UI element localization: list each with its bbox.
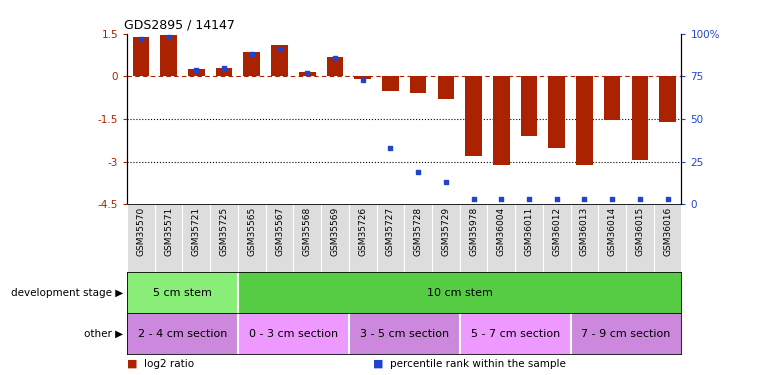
Point [162,34,175,40]
Bar [460,313,571,354]
Point [661,196,674,202]
Bar [493,76,510,165]
Bar [160,35,177,76]
Text: log2 ratio: log2 ratio [144,359,194,369]
Text: 2 - 4 cm section: 2 - 4 cm section [138,329,227,339]
Text: GSM35567: GSM35567 [275,206,284,256]
Text: GSM35568: GSM35568 [303,206,312,256]
Bar [349,313,460,354]
Text: GSM36014: GSM36014 [608,206,617,255]
Text: ■: ■ [373,359,384,369]
Bar [216,68,233,76]
Text: GSM35565: GSM35565 [247,206,256,256]
Bar [271,45,288,76]
Bar [326,57,343,76]
Point [329,55,341,61]
Text: percentile rank within the sample: percentile rank within the sample [390,359,566,369]
Text: GSM36004: GSM36004 [497,206,506,255]
Text: GSM35725: GSM35725 [219,206,229,255]
Text: development stage ▶: development stage ▶ [11,288,123,297]
Point [412,169,424,175]
Text: GSM35978: GSM35978 [469,206,478,256]
Point [273,46,286,52]
Bar [631,76,648,160]
Text: GSM35571: GSM35571 [164,206,173,256]
Bar [354,76,371,79]
Bar [576,76,593,165]
Point [495,196,507,202]
Bar [127,272,238,313]
Point [606,196,618,202]
Bar [132,37,149,76]
Bar [437,76,454,99]
Point [135,36,147,42]
Text: GSM36016: GSM36016 [663,206,672,256]
Bar [410,76,427,93]
Text: 0 - 3 cm section: 0 - 3 cm section [249,329,338,339]
Text: GSM35721: GSM35721 [192,206,201,255]
Point [190,67,203,73]
Bar [238,313,349,354]
Point [467,196,480,202]
Text: 10 cm stem: 10 cm stem [427,288,493,297]
Bar [188,69,205,76]
Bar [604,76,621,120]
Point [357,77,369,83]
Point [551,196,563,202]
Bar [382,76,399,91]
Bar [659,76,676,122]
Text: 7 - 9 cm section: 7 - 9 cm section [581,329,671,339]
Point [523,196,535,202]
Point [246,51,258,57]
Bar [238,272,681,313]
Text: 3 - 5 cm section: 3 - 5 cm section [360,329,449,339]
Text: GSM35729: GSM35729 [441,206,450,255]
Text: GSM35727: GSM35727 [386,206,395,255]
Text: GSM35569: GSM35569 [330,206,340,256]
Text: GSM36015: GSM36015 [635,206,644,256]
Point [634,196,646,202]
Bar [521,76,537,136]
Bar [548,76,565,147]
Bar [465,76,482,156]
Text: ■: ■ [127,359,138,369]
Text: other ▶: other ▶ [84,329,123,339]
Bar [571,313,681,354]
Bar [243,52,260,76]
Bar [127,313,238,354]
Text: 5 cm stem: 5 cm stem [153,288,212,297]
Text: GSM35570: GSM35570 [136,206,146,256]
Text: 5 - 7 cm section: 5 - 7 cm section [470,329,560,339]
Point [218,65,230,71]
Text: GSM36011: GSM36011 [524,206,534,256]
Text: GSM35728: GSM35728 [413,206,423,255]
Point [440,179,452,185]
Text: GDS2895 / 14147: GDS2895 / 14147 [124,18,235,31]
Text: GSM35726: GSM35726 [358,206,367,255]
Text: GSM36013: GSM36013 [580,206,589,256]
Bar [299,72,316,76]
Point [384,145,397,151]
Point [301,70,313,76]
Point [578,196,591,202]
Text: GSM36012: GSM36012 [552,206,561,255]
